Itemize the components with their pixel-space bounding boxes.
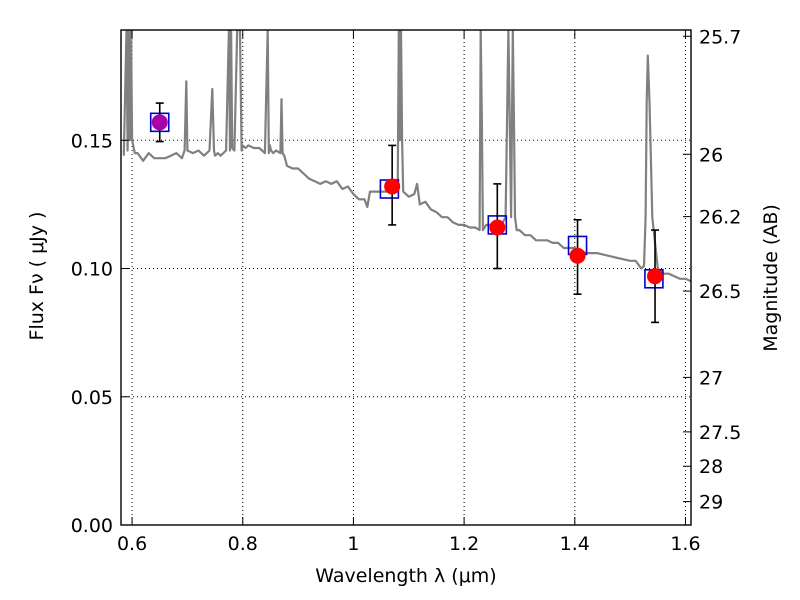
y2-axis-label: Magnitude (AB) [760, 204, 782, 352]
model-spectrum [122, 30, 691, 283]
observed-point-0 [151, 114, 168, 131]
plot-frame [120, 29, 692, 526]
observed-point-3 [569, 247, 586, 264]
observed-point-2 [489, 219, 506, 236]
y-tick-label-3: 0.15 [71, 130, 113, 152]
y-tick-label-2: 0.10 [71, 259, 113, 281]
data-points [149, 102, 664, 324]
y-axis-label: Flux Fν ( μJy ) [26, 212, 48, 341]
grid-lines [121, 30, 691, 526]
axes-frame [120, 29, 692, 526]
x-axis-label: Wavelength λ (μm) [315, 565, 496, 587]
x-tick-label-5: 1.6 [670, 533, 700, 555]
axis-ticks: 0.6 0.8 1 1.2 1.4 1.6 0.00 0.05 0.10 0.15 25.7 26 26… [71, 26, 742, 555]
mag-tick-label-3: 26.5 [699, 281, 741, 303]
mag-tick-label-7: 29 [699, 492, 723, 514]
spectrum-line [122, 30, 691, 283]
mag-tick-label-5: 27.5 [699, 422, 741, 444]
observed-point-1 [384, 178, 401, 195]
x-tick-label-4: 1.4 [560, 533, 590, 555]
mag-tick-label-4: 27 [699, 367, 723, 389]
mag-tick-label-0: 25.7 [699, 26, 741, 48]
x-tick-label-1: 0.8 [228, 533, 258, 555]
x-tick-label-3: 1.2 [449, 533, 479, 555]
mag-tick-label-1: 26 [699, 144, 723, 166]
mag-tick-label-2: 26.2 [699, 207, 741, 229]
observed-point-4 [647, 268, 664, 285]
mag-tick-label-6: 28 [699, 456, 723, 478]
y-tick-label-1: 0.05 [71, 387, 113, 409]
x-tick-label-2: 1 [347, 533, 359, 555]
x-tick-label-0: 0.6 [117, 533, 147, 555]
y-tick-label-0: 0.00 [71, 515, 113, 537]
